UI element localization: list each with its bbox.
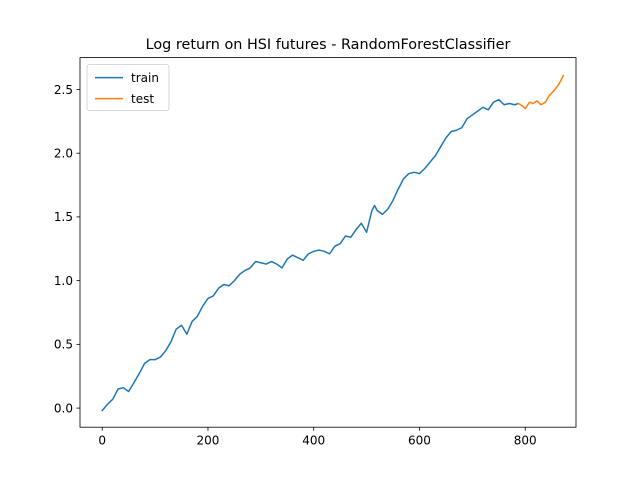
legend: train test bbox=[86, 64, 170, 111]
x-tick-label: 200 bbox=[197, 434, 220, 448]
chart-title: Log return on HSI futures - RandomForest… bbox=[146, 37, 511, 53]
x-tick-label: 400 bbox=[302, 434, 325, 448]
plot-area bbox=[101, 74, 565, 412]
y-axis: 0.0 0.5 1.0 1.5 2.0 2.5 bbox=[54, 83, 80, 415]
y-tick-label: 0.5 bbox=[54, 338, 73, 352]
series-line-train bbox=[101, 98, 520, 412]
y-tick-label: 2.0 bbox=[54, 146, 73, 160]
series-line-test bbox=[517, 74, 565, 110]
legend-label-test: test bbox=[131, 92, 154, 106]
x-tick-label: 600 bbox=[408, 434, 431, 448]
legend-label-train: train bbox=[131, 71, 159, 85]
y-tick-label: 1.0 bbox=[54, 274, 73, 288]
x-axis: 0 200 400 600 800 bbox=[98, 427, 537, 448]
x-tick-label: 0 bbox=[98, 434, 106, 448]
y-tick-label: 0.0 bbox=[54, 401, 73, 415]
y-tick-label: 1.5 bbox=[54, 210, 73, 224]
axes-frame bbox=[79, 57, 577, 428]
y-tick-label: 2.5 bbox=[54, 83, 73, 97]
x-tick-label: 800 bbox=[514, 434, 537, 448]
